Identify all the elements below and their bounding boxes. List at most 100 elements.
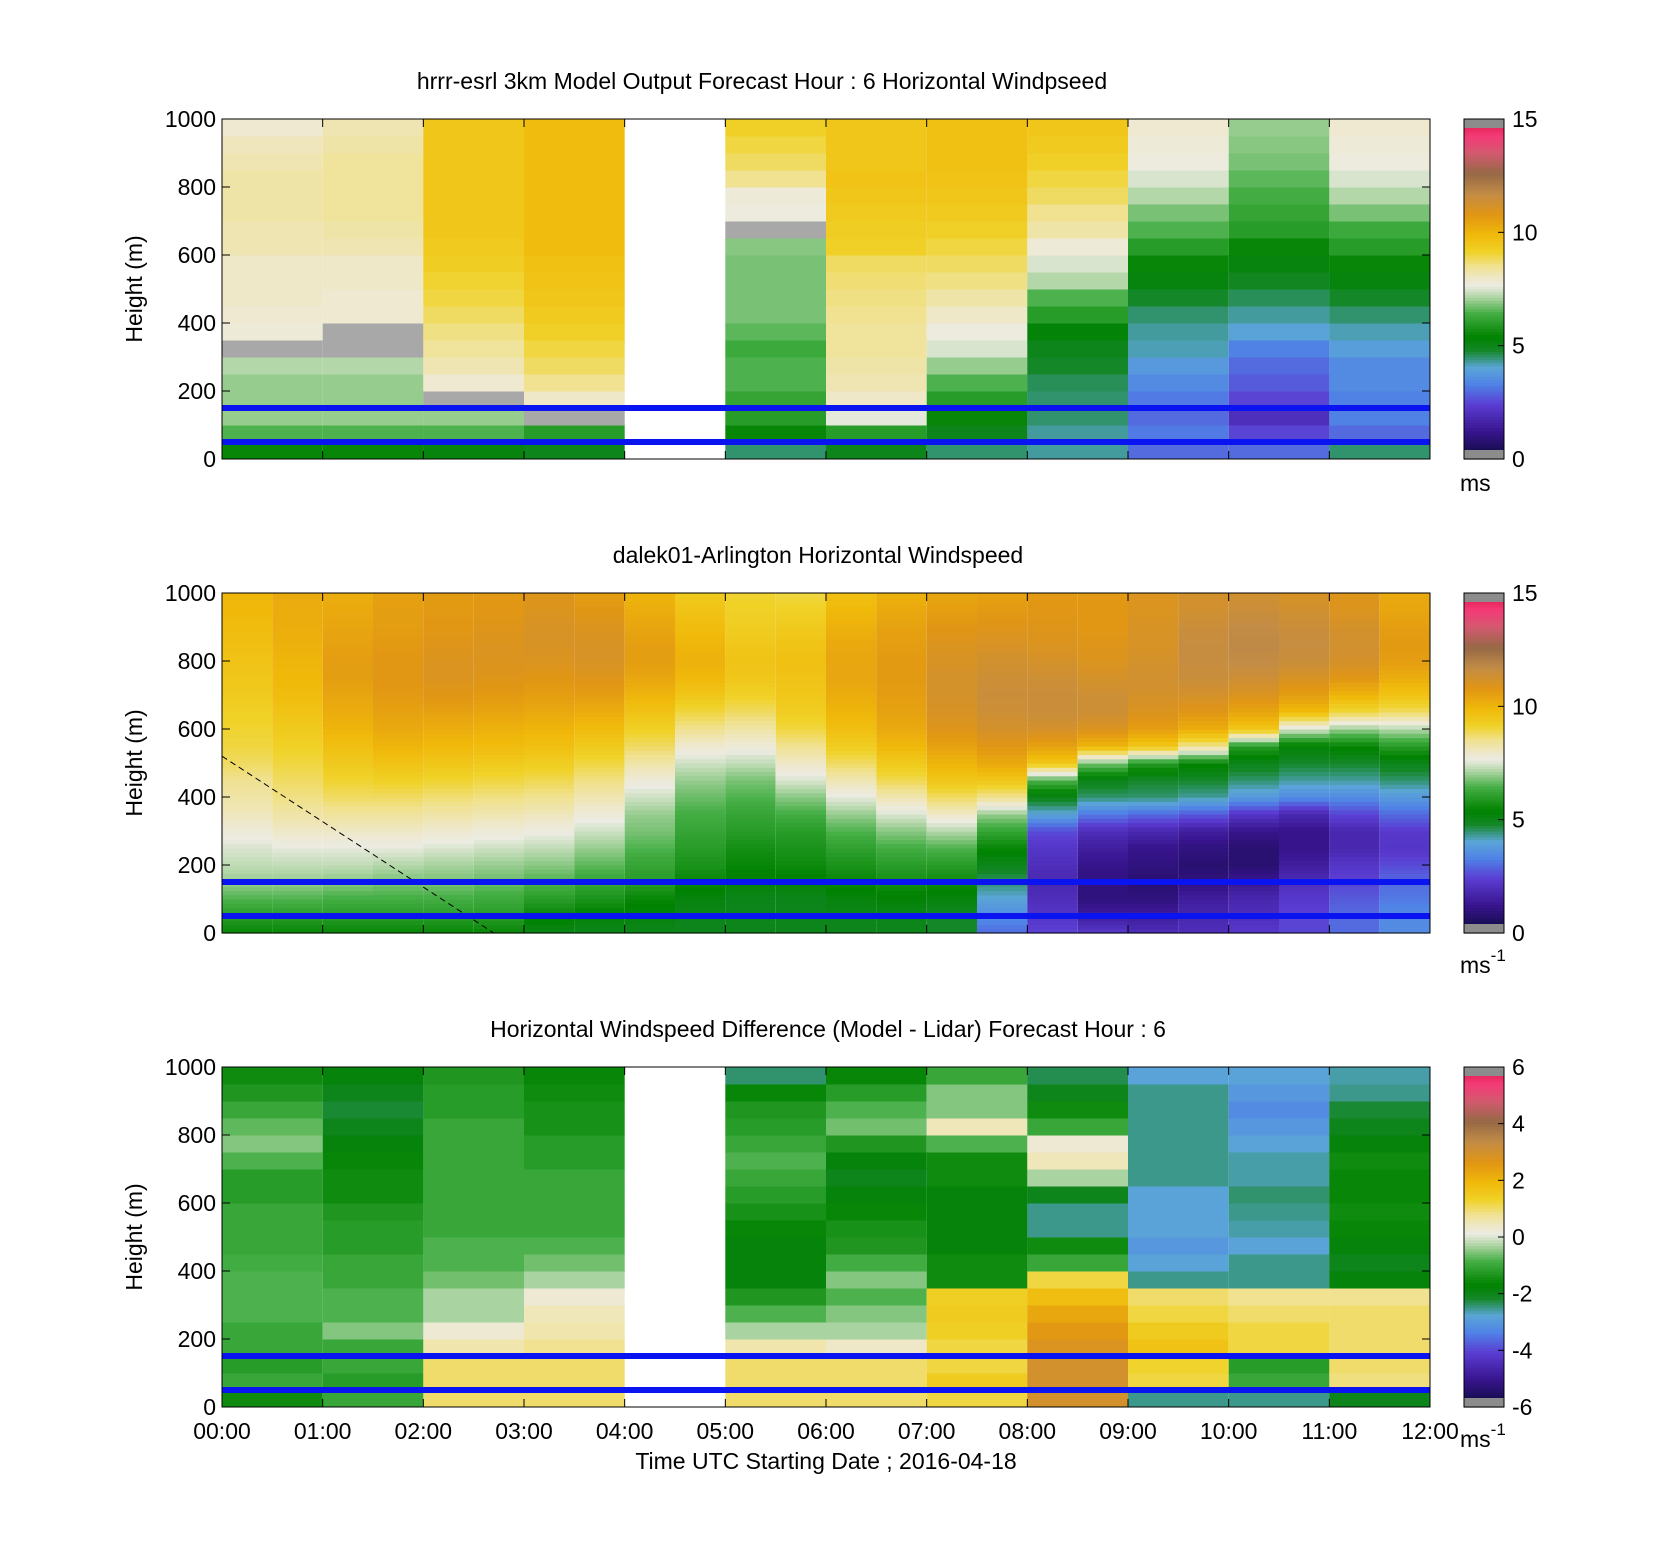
heatmap-cell <box>675 771 726 777</box>
colorbar-segment <box>1464 1319 1504 1323</box>
colorbar-tick-label: 5 <box>1512 333 1525 359</box>
heatmap-cell <box>624 716 675 722</box>
heatmap-cell <box>624 767 675 773</box>
heatmap-cell <box>1228 204 1330 222</box>
heatmap-cell <box>926 894 977 900</box>
heatmap-cell <box>222 631 273 637</box>
heatmap-cell <box>1329 818 1380 824</box>
heatmap-cell <box>1329 686 1380 692</box>
heatmap-cell <box>725 920 776 926</box>
heatmap-cell <box>1329 610 1380 615</box>
heatmap-cell <box>1128 758 1179 764</box>
heatmap-cell <box>1077 886 1128 892</box>
heatmap-cell <box>322 597 373 603</box>
heatmap-cell <box>1128 1186 1229 1204</box>
colorbar-segment <box>1464 334 1504 338</box>
heatmap-cell <box>423 695 474 700</box>
heatmap-cell <box>1329 775 1380 781</box>
y-tick-label: 1000 <box>165 1054 216 1080</box>
heatmap-cell <box>1228 1356 1330 1374</box>
heatmap-cell <box>876 835 927 841</box>
heatmap-cell <box>423 221 524 239</box>
heatmap-cell <box>1279 775 1330 781</box>
heatmap-cell <box>675 631 726 637</box>
heatmap-cell <box>322 712 373 717</box>
heatmap-cell <box>373 754 424 760</box>
colorbar-segment <box>1464 161 1504 165</box>
heatmap-cell <box>322 627 373 632</box>
heatmap-cell <box>1228 644 1279 649</box>
heatmap-cell <box>1379 601 1430 607</box>
heatmap-cell <box>574 712 625 717</box>
heatmap-cell <box>1027 1084 1128 1102</box>
colorbar-segment <box>1464 300 1504 304</box>
heatmap-cell <box>1128 652 1179 658</box>
heatmap-cell <box>473 907 524 913</box>
heatmap-cell <box>574 695 625 700</box>
heatmap-cell <box>1128 1237 1229 1255</box>
colorbar-segment <box>1464 785 1504 790</box>
heatmap-cell <box>1128 238 1229 256</box>
colorbar-segment <box>1464 1086 1504 1091</box>
panel-title: Horizontal Windspeed Difference (Model -… <box>490 1016 1166 1042</box>
heatmap-cell <box>624 741 675 747</box>
heatmap-cell <box>775 627 826 632</box>
heatmap-cell <box>1228 1203 1330 1221</box>
heatmap-cell <box>876 741 927 747</box>
heatmap-cell <box>1329 204 1430 222</box>
heatmap-cell <box>524 737 575 743</box>
heatmap-cell <box>524 221 625 239</box>
heatmap-cell <box>826 712 877 717</box>
heatmap-cell <box>423 204 524 222</box>
heatmap-cell <box>1178 843 1229 849</box>
heatmap-cell <box>725 724 776 730</box>
heatmap-cell <box>775 610 826 615</box>
heatmap-cell <box>574 758 625 764</box>
heatmap-cell <box>1279 801 1330 807</box>
heatmap-cell <box>574 818 625 824</box>
heatmap-cell <box>624 775 675 781</box>
colorbar-segment <box>1464 763 1504 767</box>
heatmap-cell <box>473 826 524 832</box>
heatmap-cell <box>675 907 726 913</box>
heatmap-cell <box>423 712 474 717</box>
heatmap-cell <box>1279 924 1330 930</box>
x-tick-label: 11:00 <box>1301 1418 1357 1444</box>
heatmap-cell <box>1027 724 1078 730</box>
heatmap-cell <box>574 814 625 819</box>
heatmap-cell <box>272 788 323 794</box>
heatmap-cell <box>1077 814 1128 819</box>
colorbar-segment <box>1464 130 1504 134</box>
heatmap-cell <box>1077 852 1128 858</box>
heatmap-cell <box>222 809 273 815</box>
heatmap-cell <box>1279 661 1330 666</box>
heatmap-cell <box>725 656 776 662</box>
heatmap-cell <box>826 665 877 671</box>
heatmap-cell <box>272 644 323 649</box>
colorbar-segment <box>1464 243 1504 248</box>
heatmap-cell <box>1178 873 1229 879</box>
colorbar-segment <box>1464 204 1504 208</box>
heatmap-cell <box>624 788 675 794</box>
heatmap-cell <box>473 856 524 862</box>
heatmap-cell <box>1027 873 1078 879</box>
heatmap-cell <box>1128 1339 1229 1357</box>
colorbar-segment <box>1464 1279 1504 1283</box>
heatmap-cell <box>1228 1118 1330 1136</box>
heatmap-cell <box>1077 724 1128 730</box>
heatmap-cell <box>1178 899 1229 904</box>
y-axis-label: Height (m) <box>121 235 147 342</box>
heatmap-cell <box>473 639 524 645</box>
heatmap-cell <box>1077 758 1128 764</box>
heatmap-cell <box>222 593 273 598</box>
heatmap-cell <box>725 187 826 205</box>
colorbar-segment <box>1464 782 1504 787</box>
heatmap-cell <box>926 818 977 824</box>
heatmap-cell <box>1077 754 1128 760</box>
heatmap-cell <box>826 890 877 896</box>
heatmap-cell <box>977 784 1028 790</box>
heatmap-cell <box>373 920 424 926</box>
heatmap-cell <box>1128 822 1179 828</box>
colorbar-segment <box>1464 223 1504 228</box>
heatmap-cell <box>524 678 575 683</box>
